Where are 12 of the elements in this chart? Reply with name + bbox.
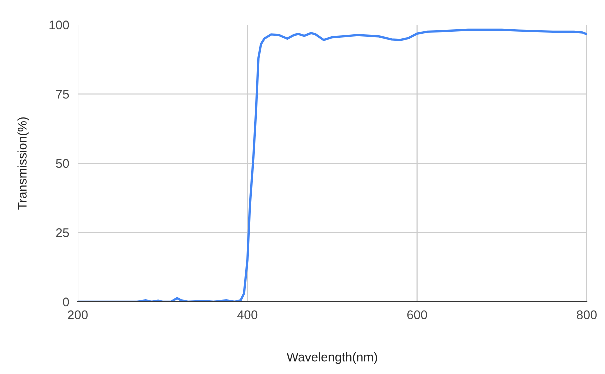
y-tick-label: 100 [50, 20, 70, 30]
y-tick-label: 25 [56, 228, 70, 238]
x-tick-label: 600 [408, 310, 428, 320]
line-series [78, 28, 587, 302]
y-tick-label: 0 [63, 298, 70, 307]
x-axis-title: Wavelength(nm) [286, 352, 378, 364]
y-tick-label: 75 [56, 90, 70, 99]
x-tick-label: 200 [68, 310, 88, 320]
y-axis-title: Transmission(%) [18, 118, 30, 210]
x-tick-label: 400 [238, 310, 258, 320]
y-tick-label: 50 [56, 159, 70, 168]
x-tick-label: 800 [577, 310, 597, 320]
